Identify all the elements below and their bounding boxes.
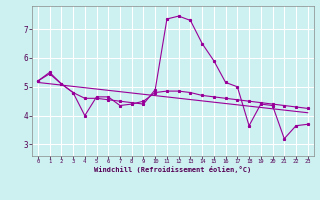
X-axis label: Windchill (Refroidissement éolien,°C): Windchill (Refroidissement éolien,°C)	[94, 166, 252, 173]
